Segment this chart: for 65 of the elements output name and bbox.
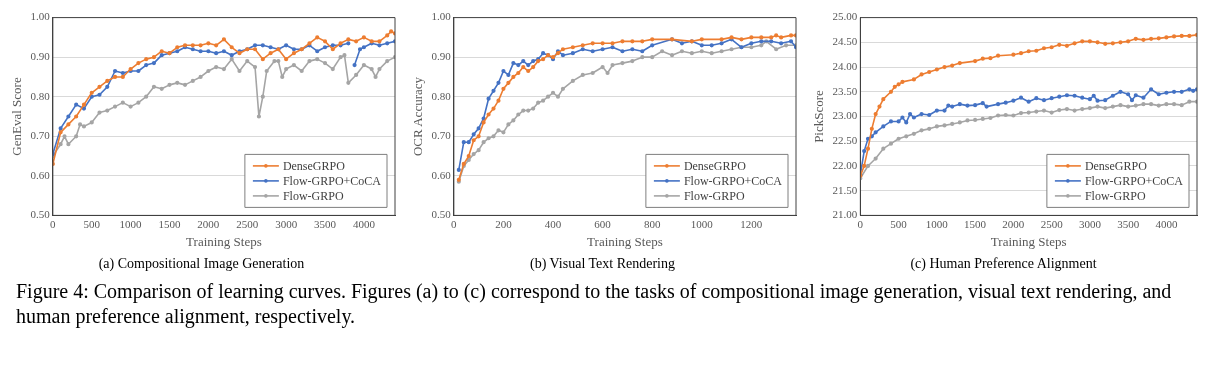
- y-tick-label: 23.50: [832, 84, 858, 97]
- legend-label: Flow-GRPO+CoCA: [282, 174, 382, 189]
- x-axis-title: Training Steps: [990, 233, 1067, 249]
- x-tick-label: 2000: [1002, 217, 1025, 230]
- x-tick-label: 3000: [1078, 217, 1102, 230]
- x-tick-label: 0: [50, 217, 57, 230]
- x-tick-label: 2000: [197, 217, 220, 230]
- y-tick-label: 25.00: [832, 10, 858, 23]
- legend-label: DenseGRPO: [1084, 159, 1148, 174]
- x-tick-label: 1500: [964, 217, 987, 230]
- legend-label: Flow-GRPO+CoCA: [683, 174, 783, 189]
- x-tick-label: 0: [857, 217, 864, 230]
- y-tick-label: 0.80: [30, 89, 51, 102]
- y-tick-label: 23.00: [832, 109, 858, 122]
- x-tick-label: 200: [495, 217, 513, 230]
- x-tick-label: 3500: [1117, 217, 1140, 230]
- x-tick-label: 500: [83, 217, 101, 230]
- legend-label: DenseGRPO: [683, 159, 747, 174]
- y-tick-label: 21.50: [832, 183, 858, 196]
- y-tick-label: 24.00: [832, 59, 858, 72]
- x-tick-label: 1000: [119, 217, 143, 230]
- x-tick-label: 1200: [740, 217, 763, 230]
- x-tick-label: 4000: [352, 217, 376, 230]
- text: (b) Visual Text Rendering: [529, 256, 676, 273]
- y-tick-label: 22.00: [832, 158, 858, 171]
- legend-label: Flow-GRPO+CoCA: [1084, 174, 1184, 189]
- y-tick-label: 0.50: [30, 208, 51, 221]
- x-tick-label: 3500: [314, 217, 337, 230]
- y-tick-label: 0.90: [30, 50, 51, 63]
- x-tick-label: 3000: [275, 217, 298, 230]
- x-tick-label: 2500: [236, 217, 259, 230]
- y-axis-title: GenEval Score: [9, 77, 25, 156]
- y-tick-label: 0.90: [431, 50, 452, 63]
- x-tick-label: 1000: [690, 217, 714, 230]
- y-tick-label: 0.60: [431, 168, 452, 181]
- text: (c) Human Preference Alignment: [910, 256, 1097, 273]
- x-tick-label: 1000: [925, 217, 949, 230]
- legend-label: Flow-GRPO: [282, 189, 344, 204]
- legend-label: DenseGRPO: [282, 159, 346, 174]
- x-tick-label: 2500: [1040, 217, 1064, 230]
- x-axis-title: Training Steps: [587, 233, 663, 249]
- legend-label: Flow-GRPO: [683, 189, 745, 204]
- y-tick-label: 21.00: [832, 208, 858, 221]
- y-axis-title: PickScore: [811, 89, 827, 143]
- y-tick-label: 1.00: [431, 10, 452, 23]
- y-tick-label: 22.50: [832, 134, 858, 147]
- y-tick-label: 0.50: [431, 208, 452, 221]
- y-tick-label: 0.70: [431, 129, 452, 142]
- x-tick-label: 600: [594, 217, 612, 230]
- legend-label: Flow-GRPO: [1084, 189, 1146, 204]
- y-axis-title: OCR Accuracy: [410, 76, 426, 157]
- y-tick-label: 0.70: [30, 129, 51, 142]
- x-axis-title: Training Steps: [186, 233, 262, 249]
- x-tick-label: 800: [643, 217, 661, 230]
- x-tick-label: 1500: [158, 217, 181, 230]
- x-tick-label: 500: [890, 217, 908, 230]
- y-tick-label: 1.00: [30, 10, 51, 23]
- x-tick-label: 0: [451, 217, 458, 230]
- y-tick-label: 0.60: [30, 168, 51, 181]
- text: (a) Compositional Image Generation: [98, 256, 305, 273]
- y-tick-label: 24.50: [832, 35, 858, 48]
- y-tick-label: 0.80: [431, 89, 452, 102]
- x-tick-label: 4000: [1155, 217, 1178, 230]
- x-tick-label: 400: [544, 217, 562, 230]
- caption: Figure 4: Comparison of learning curves. Figures (a) to (c) correspond to the tasks of compositional image generation, visual text rendering, and human preference alignment, respectively.: [15, 279, 1173, 329]
